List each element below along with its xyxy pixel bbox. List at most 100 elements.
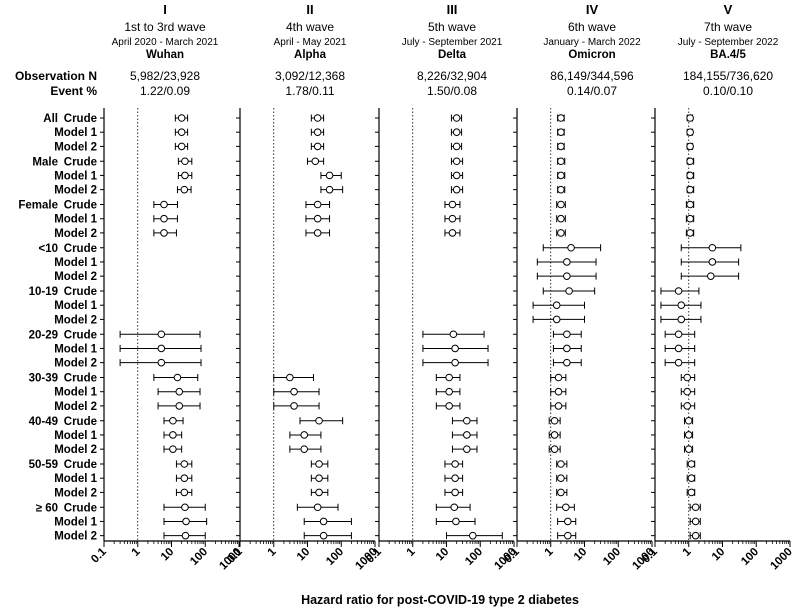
- row-model-label: Model 1: [54, 343, 97, 355]
- hazard-ratio-point: [315, 488, 323, 497]
- row-model-label: Model 2: [54, 401, 97, 413]
- panel-event-pct: 1.78/0.11: [285, 84, 334, 98]
- hazard-ratio-point: [175, 402, 184, 410]
- hazard-ratio-point: [181, 503, 189, 512]
- hazard-ratio-point: [674, 344, 683, 353]
- estimate-row: [532, 301, 585, 310]
- hazard-ratio-point: [448, 229, 457, 237]
- estimate-row: [557, 157, 566, 166]
- hazard-ratio-point: [181, 171, 189, 180]
- hazard-ratio-point: [686, 214, 694, 223]
- row-model-label: Model 2: [54, 444, 97, 456]
- estimate-row: [305, 200, 331, 209]
- hazard-ratio-point: [319, 517, 328, 526]
- hazard-ratio-point: [451, 344, 459, 353]
- hazard-ratio-point: [686, 157, 694, 166]
- hazard-ratio-point: [160, 229, 168, 237]
- estimate-row: [556, 488, 568, 497]
- row-model-label: Model 2: [54, 228, 97, 240]
- estimate-row: [163, 503, 206, 512]
- estimate-row: [680, 373, 696, 382]
- estimate-row: [686, 474, 696, 483]
- panel-wave-title: 7th wave: [704, 20, 752, 34]
- estimate-row: [174, 142, 189, 151]
- estimate-row: [163, 531, 206, 540]
- x-tick-label: 10: [159, 546, 177, 564]
- estimate-row: [163, 517, 208, 526]
- estimate-row: [289, 445, 322, 453]
- estimate-row: [532, 315, 585, 324]
- hazard-ratio-point: [686, 142, 694, 151]
- x-tick-label: 100: [324, 546, 346, 568]
- hazard-ratio-point: [563, 258, 571, 266]
- hazard-ratio-point: [180, 488, 189, 497]
- estimate-row: [163, 431, 183, 439]
- estimate-row: [296, 503, 339, 512]
- hazard-ratio-point: [463, 445, 471, 453]
- hazard-ratio-point: [562, 503, 570, 512]
- hazard-ratio-point: [448, 214, 457, 223]
- hazard-ratio-point: [315, 416, 323, 425]
- hazard-ratio-point: [554, 373, 563, 382]
- estimate-row: [444, 229, 461, 237]
- estimate-row: [450, 157, 464, 166]
- row-model-label: Crude: [64, 113, 97, 125]
- hazard-ratio-point: [313, 142, 322, 151]
- hazard-ratio-point: [683, 373, 692, 382]
- hazard-ratio-point: [563, 358, 571, 367]
- row-group-label: 40-49: [29, 416, 58, 428]
- estimate-row: [689, 531, 701, 540]
- hazard-ratio-point: [311, 157, 320, 166]
- estimate-row: [175, 474, 193, 483]
- hazard-ratio-point: [708, 258, 717, 266]
- estimate-row: [451, 431, 478, 439]
- hazard-ratio-point: [550, 445, 559, 453]
- hazard-ratio-point: [550, 416, 559, 425]
- hazard-ratio-point: [169, 445, 177, 453]
- hazard-ratio-point: [315, 460, 323, 468]
- hazard-ratio-point: [687, 488, 696, 497]
- estimate-row: [548, 416, 561, 425]
- hazard-ratio-point: [160, 200, 168, 209]
- hazard-ratio-point: [557, 185, 565, 194]
- row-group-label: All: [43, 113, 58, 125]
- row-model-label: Model 1: [54, 516, 97, 528]
- estimate-row: [444, 214, 461, 223]
- hazard-ratio-point: [684, 445, 693, 453]
- estimate-row: [153, 229, 177, 237]
- hazard-ratio-point: [557, 214, 565, 223]
- hazard-ratio-point: [557, 157, 565, 166]
- estimate-row: [450, 128, 463, 136]
- estimate-row: [163, 416, 184, 425]
- estimate-row: [435, 402, 461, 410]
- estimate-row: [684, 431, 694, 439]
- estimate-row: [289, 431, 322, 439]
- hazard-ratio-point: [557, 474, 565, 483]
- estimate-row: [303, 531, 352, 540]
- panel-event-pct: 0.10/0.10: [703, 84, 753, 98]
- x-tick-label: 1: [681, 545, 694, 558]
- row-model-label: Model 1: [54, 214, 97, 226]
- hazard-ratio-point: [683, 402, 692, 410]
- hazard-ratio-point: [684, 416, 693, 425]
- hazard-ratio-point: [290, 387, 298, 396]
- hazard-ratio-point: [686, 128, 694, 136]
- hazard-ratio-point: [706, 272, 715, 280]
- estimate-row: [153, 200, 178, 209]
- row-model-label: Crude: [64, 243, 97, 255]
- hazard-ratio-point: [554, 402, 563, 410]
- row-model-label: Model 2: [54, 358, 97, 370]
- estimate-row: [310, 142, 325, 151]
- estimate-row: [680, 272, 740, 280]
- hazard-ratio-point: [449, 330, 458, 339]
- estimate-row: [557, 171, 566, 180]
- hazard-ratio-point: [463, 416, 471, 425]
- estimate-row: [556, 229, 566, 237]
- estimate-row: [684, 416, 694, 425]
- panel-observation-n: 8,226/32,904: [417, 69, 487, 83]
- hazard-ratio-point: [468, 531, 477, 540]
- hazard-ratio-point: [452, 157, 461, 166]
- observation-n-label: Observation N: [15, 69, 97, 83]
- hazard-ratio-point: [169, 416, 177, 425]
- estimate-row: [686, 128, 694, 136]
